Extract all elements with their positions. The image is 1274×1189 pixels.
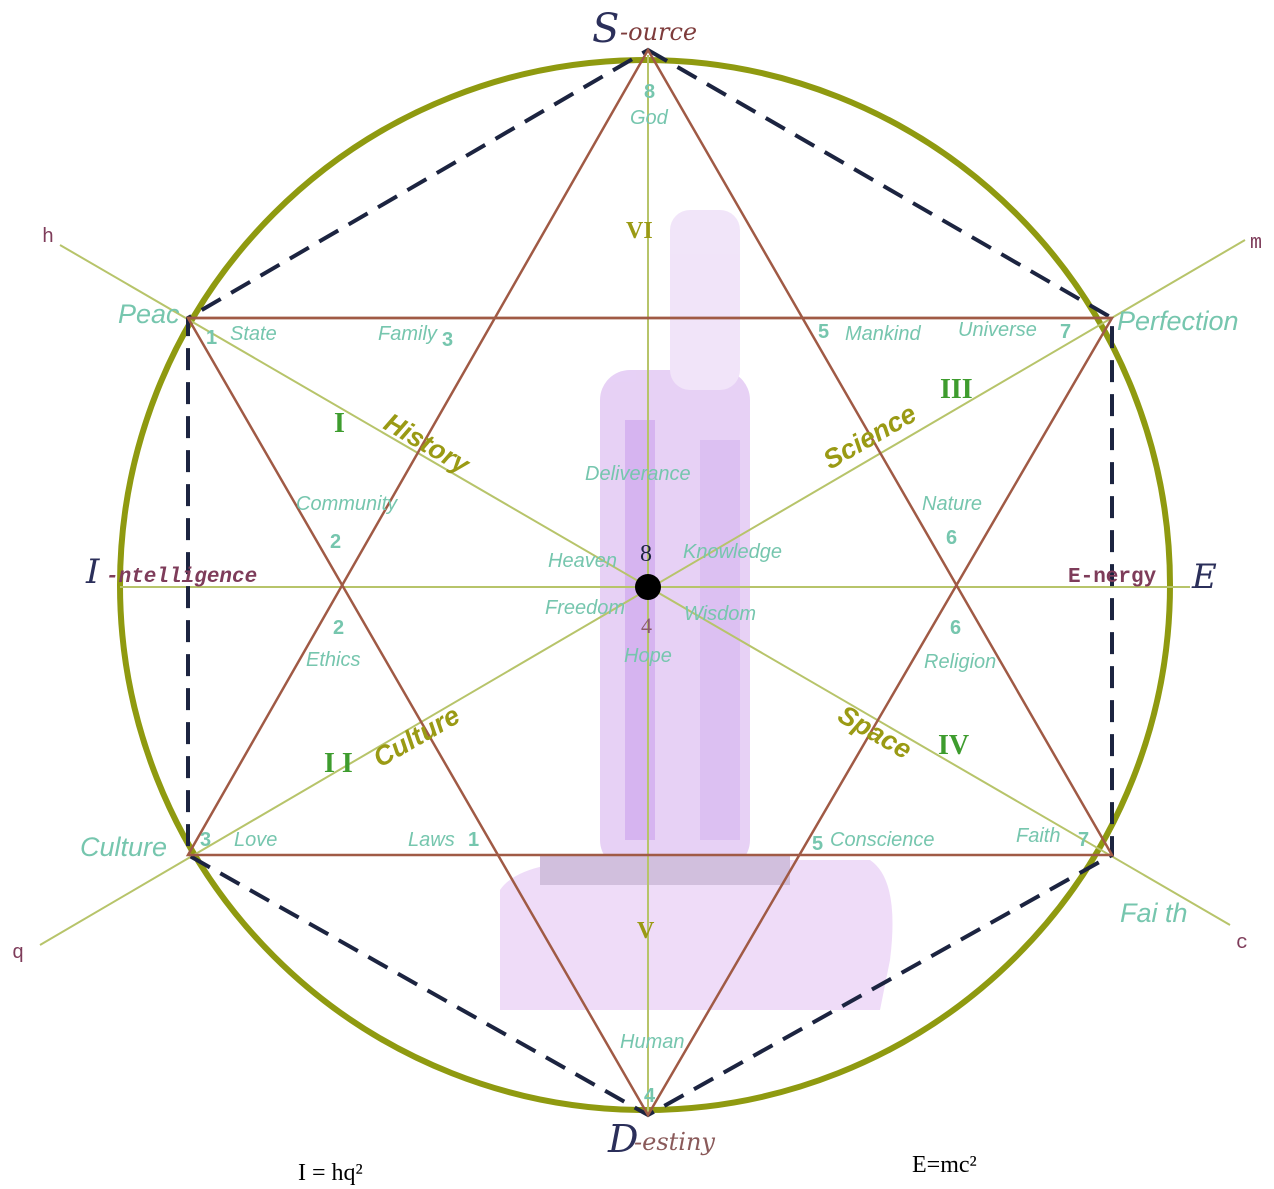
source-rest: -ource — [620, 18, 697, 46]
upward-triangle — [185, 47, 1115, 857]
word-mankind: Mankind — [845, 323, 921, 345]
word-hope: Hope — [624, 645, 672, 667]
center-point — [635, 574, 661, 600]
axis-letter-m: m — [1250, 232, 1262, 255]
num-2-lower: 2 — [333, 617, 344, 639]
word-faith-inner: Faith — [1016, 825, 1060, 847]
destiny-rest: -estiny — [634, 1128, 715, 1156]
intelligence-initial: I — [85, 552, 100, 592]
word-family: Family — [378, 323, 438, 345]
word-conscience: Conscience — [830, 829, 935, 851]
num-3-bl: 3 — [200, 829, 211, 851]
numeral-i: I — [334, 408, 345, 439]
numeral-v: V — [637, 918, 655, 944]
axis-letter-h: h — [42, 226, 54, 249]
pole-source: S -ource — [592, 6, 697, 52]
num-3-tl: 3 — [442, 329, 453, 351]
word-freedom: Freedom — [545, 597, 625, 619]
pillar-base-band — [540, 855, 790, 885]
formula-left: I = hq² — [298, 1160, 363, 1186]
word-community: Community — [296, 493, 398, 515]
word-nature: Nature — [922, 493, 982, 515]
title-history: History — [379, 407, 476, 480]
source-initial: S — [592, 6, 619, 52]
destiny-initial: D — [607, 1117, 638, 1161]
num-4-bottom: 4 — [644, 1085, 656, 1107]
word-universe: Universe — [958, 319, 1037, 341]
word-knowledge: Knowledge — [683, 541, 782, 563]
numeral-ii: I I — [324, 748, 353, 779]
formula-right: E=mc² — [912, 1152, 977, 1178]
roman-numerals: I I I III IV V VI — [324, 218, 973, 944]
numeral-vi: VI — [626, 218, 653, 244]
word-ethics: Ethics — [306, 649, 360, 671]
pillar-core — [625, 420, 655, 840]
energy-text: E-nergy — [1068, 566, 1157, 589]
label-faith-outer: Fai th — [1120, 898, 1188, 928]
num-2-upper: 2 — [330, 531, 341, 553]
num-6-upper: 6 — [946, 527, 957, 549]
pillar-top-glow — [670, 210, 740, 390]
numeral-iv: IV — [938, 730, 969, 761]
word-human: Human — [620, 1031, 684, 1053]
pillar-core-right — [700, 440, 740, 840]
word-state: State — [230, 323, 277, 345]
background-pillar-figure — [500, 210, 893, 1010]
num-4-center: 4 — [641, 613, 652, 638]
num-8-center: 8 — [640, 541, 652, 567]
pillar-base-glow — [500, 860, 893, 1010]
word-god: God — [630, 107, 669, 129]
outer-labels: Peac Perfection Culture Fai th — [80, 299, 1239, 928]
pole-destiny: D -estiny — [607, 1117, 715, 1161]
energy-initial: E — [1191, 557, 1217, 597]
word-religion: Religion — [924, 651, 996, 673]
hexagram-star — [185, 47, 1115, 1118]
word-laws: Laws — [408, 829, 455, 851]
title-science: Science — [818, 398, 921, 475]
num-5-br: 5 — [812, 833, 823, 855]
title-culture-axis: Culture — [368, 700, 465, 773]
label-perfection: Perfection — [1117, 306, 1239, 336]
numeral-iii: III — [940, 374, 973, 405]
word-love: Love — [234, 829, 277, 851]
num-5-tr: 5 — [818, 321, 829, 343]
num-7-tr: 7 — [1060, 321, 1071, 343]
vertex-numbers: 8 1 3 5 7 2 6 8 4 2 6 3 1 5 7 4 — [200, 81, 1089, 1107]
num-8-top: 8 — [644, 81, 655, 103]
pole-energy: E-nergy E — [1068, 557, 1217, 597]
concept-words: God State Family Mankind Universe Commun… — [230, 107, 1060, 1053]
pole-intelligence: I -ntelligence — [85, 552, 257, 592]
intelligence-rest: -ntelligence — [106, 566, 257, 589]
num-1-tl: 1 — [206, 327, 217, 349]
axis-letter-q: q — [12, 942, 24, 965]
num-1-bl: 1 — [468, 829, 479, 851]
label-culture-outer: Culture — [80, 832, 167, 862]
word-heaven: Heaven — [548, 550, 617, 572]
word-deliverance: Deliverance — [585, 463, 691, 485]
label-peace: Peac — [118, 299, 180, 329]
axis-letter-c: c — [1236, 932, 1248, 955]
title-space: Space — [833, 699, 917, 765]
num-7-br: 7 — [1078, 829, 1089, 851]
num-6-lower: 6 — [950, 617, 961, 639]
word-wisdom: Wisdom — [684, 603, 756, 625]
axis-letters: h m q c — [12, 226, 1262, 965]
